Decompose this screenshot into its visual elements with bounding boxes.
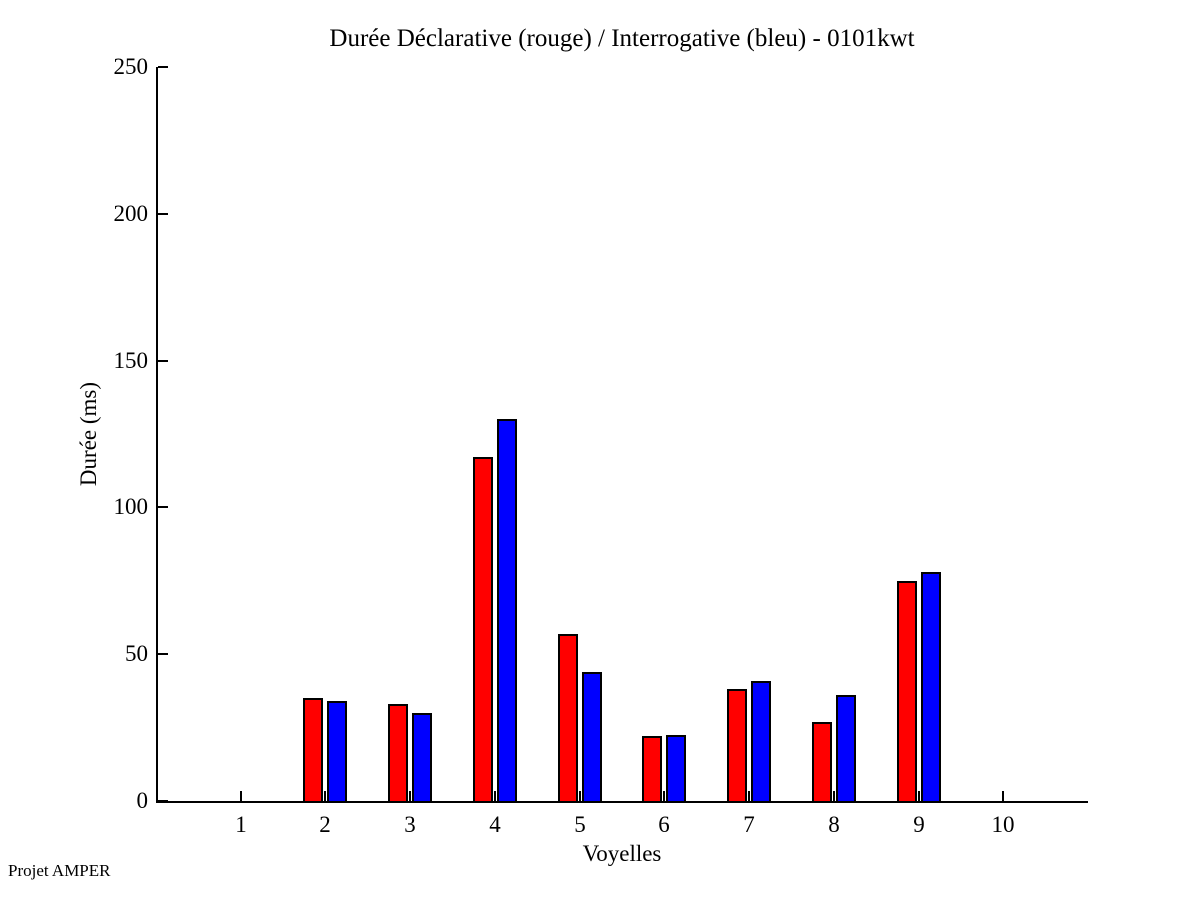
bar-declarative-4 bbox=[473, 457, 493, 803]
x-tick-mark bbox=[663, 791, 665, 801]
y-tick-mark bbox=[158, 800, 168, 802]
project-watermark: Projet AMPER bbox=[8, 861, 111, 880]
x-tick-label: 10 bbox=[991, 812, 1015, 837]
y-tick-mark bbox=[158, 360, 168, 362]
x-tick-mark bbox=[748, 791, 750, 801]
x-tick-mark bbox=[918, 791, 920, 801]
y-tick-label: 150 bbox=[113, 348, 149, 373]
y-tick-mark bbox=[158, 506, 168, 508]
bar-interrogative-9 bbox=[921, 572, 941, 803]
bar-declarative-8 bbox=[812, 722, 832, 803]
bar-interrogative-2 bbox=[327, 701, 347, 803]
bar-declarative-3 bbox=[388, 704, 408, 803]
x-tick-label: 8 bbox=[828, 812, 840, 837]
bar-declarative-2 bbox=[303, 698, 323, 803]
x-tick-mark bbox=[240, 791, 242, 801]
y-tick-label: 100 bbox=[113, 494, 149, 519]
y-tick-label: 0 bbox=[136, 788, 149, 813]
bar-declarative-6 bbox=[642, 736, 662, 803]
y-tick-mark bbox=[158, 213, 168, 215]
bar-interrogative-6 bbox=[666, 735, 686, 803]
x-tick-label: 6 bbox=[658, 812, 670, 837]
x-tick-label: 5 bbox=[574, 812, 586, 837]
bar-declarative-5 bbox=[558, 634, 578, 803]
x-tick-mark bbox=[579, 791, 581, 801]
bar-interrogative-8 bbox=[836, 695, 856, 803]
y-axis-line bbox=[156, 67, 158, 803]
bar-interrogative-4 bbox=[497, 419, 517, 803]
x-tick-label: 4 bbox=[489, 812, 501, 837]
x-tick-label: 2 bbox=[319, 812, 331, 837]
x-tick-label: 3 bbox=[404, 812, 416, 837]
x-tick-label: 7 bbox=[743, 812, 755, 837]
bar-declarative-7 bbox=[727, 689, 747, 803]
y-tick-mark bbox=[158, 653, 168, 655]
x-axis-label: Voyelles bbox=[582, 841, 662, 866]
y-tick-mark bbox=[158, 66, 168, 68]
y-tick-label: 250 bbox=[113, 54, 149, 79]
y-tick-label: 50 bbox=[125, 641, 148, 666]
x-tick-mark bbox=[1002, 791, 1004, 801]
chart-title: Durée Déclarative (rouge) / Interrogativ… bbox=[329, 25, 915, 52]
x-tick-mark bbox=[494, 791, 496, 801]
x-tick-label: 1 bbox=[235, 812, 247, 837]
x-tick-mark bbox=[324, 791, 326, 801]
bar-declarative-9 bbox=[897, 581, 917, 803]
x-tick-label: 9 bbox=[913, 812, 925, 837]
x-tick-mark bbox=[409, 791, 411, 801]
bar-interrogative-5 bbox=[582, 672, 602, 803]
x-axis-line bbox=[156, 801, 1088, 803]
y-tick-label: 200 bbox=[113, 201, 149, 226]
x-tick-mark bbox=[833, 791, 835, 801]
bar-interrogative-7 bbox=[751, 681, 771, 803]
bar-interrogative-3 bbox=[412, 713, 432, 803]
y-axis-label: Durée (ms) bbox=[76, 381, 101, 487]
